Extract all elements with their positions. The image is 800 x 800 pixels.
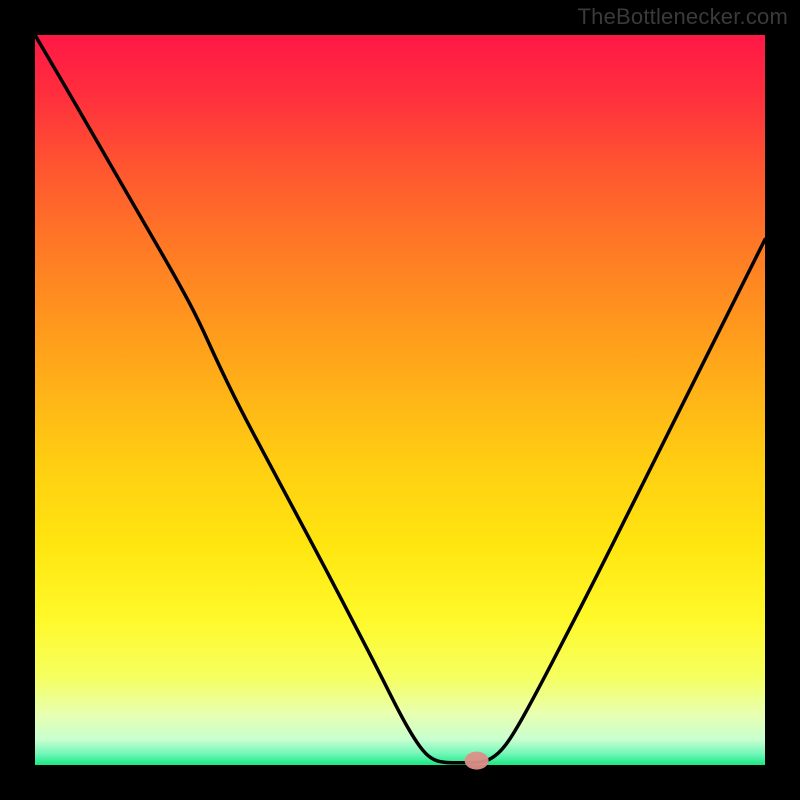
bottleneck-chart-svg	[0, 0, 800, 800]
chart-container: TheBottlenecker.com	[0, 0, 800, 800]
plot-background	[35, 35, 765, 765]
optimal-marker	[465, 752, 489, 770]
